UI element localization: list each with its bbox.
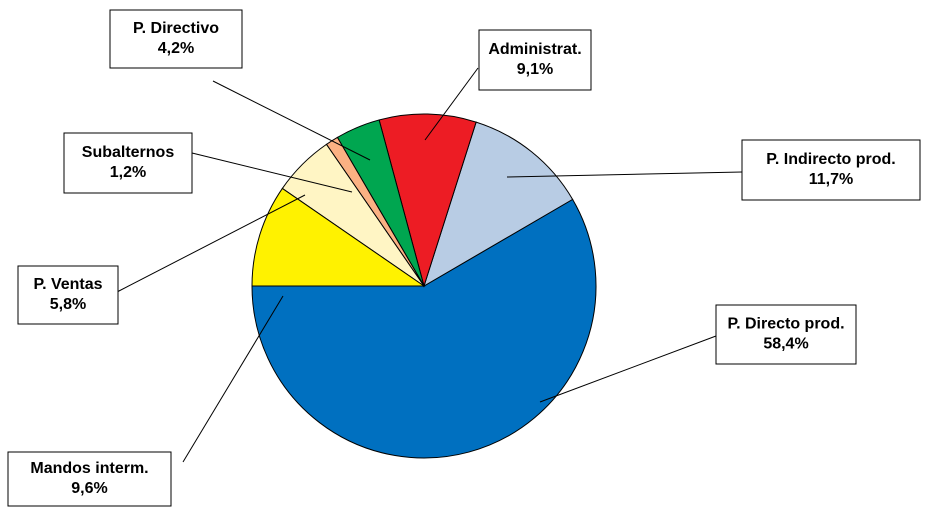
label-box [715, 304, 857, 365]
leader-line [424, 67, 479, 141]
slice-value-label: 5,8% [50, 296, 86, 313]
leader-line [182, 295, 284, 463]
label-box [109, 9, 243, 69]
slice-label: P. Directo prod. [727, 316, 844, 333]
slice-value-label: 9,1% [517, 61, 553, 78]
slice-label: Administrat. [488, 41, 581, 58]
slice-label: P. Directivo [133, 20, 219, 37]
slice-label: Subalternos [82, 144, 175, 161]
slice-label: P. Ventas [33, 276, 102, 293]
label-box [478, 29, 592, 91]
slice-value-label: 58,4% [763, 336, 808, 353]
slice-value-label: 11,7% [809, 171, 853, 188]
leader-line [506, 171, 743, 178]
leader-line [116, 194, 306, 293]
pie-slice [378, 113, 477, 288]
leader-line [212, 80, 371, 161]
label-box [7, 451, 172, 507]
slice-value-label: 9,6% [71, 480, 107, 497]
slice-label: Mandos interm. [30, 460, 148, 477]
slice-value-label: 4,2% [158, 40, 194, 57]
label-box [63, 132, 193, 194]
pie-slice [251, 198, 597, 459]
label-box [17, 265, 119, 325]
pie-slice [251, 187, 426, 287]
label-box [741, 139, 921, 201]
leader-line [191, 152, 353, 193]
pie-slice [423, 121, 574, 288]
slice-label: P. Indirecto prod. [766, 151, 896, 168]
leader-line [539, 335, 717, 403]
slice-value-label: 1,2% [110, 164, 146, 181]
